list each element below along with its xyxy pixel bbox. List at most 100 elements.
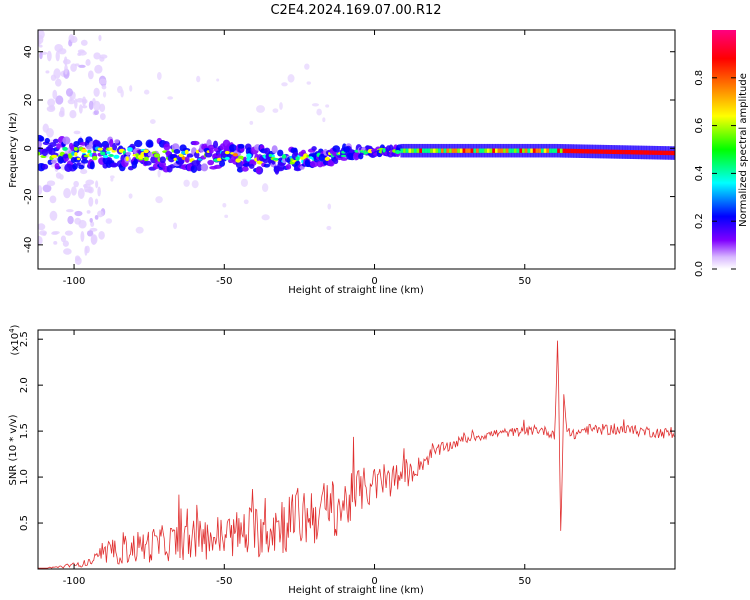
spectrogram-cell [554,148,558,153]
spectrogram-cell [163,143,171,151]
spectrogram-noise [99,78,107,85]
spectrogram-cell [271,154,275,158]
spectrogram-noise [316,108,322,116]
spectrogram-cell [340,154,347,158]
spectrogram-cell [208,147,214,154]
colorbar-label: Normalized spectral amplitude [738,73,749,227]
spectrogram-noise [167,96,174,100]
colorbar-tick-label: 0.8 [694,70,705,86]
spectrogram-noise [77,188,85,200]
spectrogram-cell [74,151,78,157]
spectrogram-cell [256,160,263,165]
spectrogram-cell [72,163,78,170]
spectrogram-cell [538,148,542,153]
spectrogram-cell [527,148,531,153]
spectrogram-noise [63,248,72,255]
spectrogram-cell [311,146,317,151]
spectrogram-noise [55,95,64,105]
spectrogram-cell [522,148,526,153]
spectrogram-cell [89,161,95,170]
spectrogram-cell [549,148,553,153]
colorbar-tick-label: 0.0 [694,261,705,277]
spectrogram-noise [261,183,269,193]
snr-ytick-label: 1.0 [19,469,30,485]
spectrogram-ytick-label: -40 [23,237,34,253]
spectrogram-cell [405,148,410,153]
spectrogram-noise [63,56,68,66]
spectrogram-noise [46,127,54,138]
spectrogram-cell [632,150,637,155]
spectrogram-cell [309,160,319,168]
spectrogram-cell [184,149,189,155]
spectrogram-cell [285,164,292,170]
spectrogram-noise [216,78,220,82]
spectrogram-noise [97,186,101,197]
spectrogram-noise [128,193,133,199]
spectrogram-cell [195,149,200,154]
spectrogram-noise [67,98,75,105]
chart-title: C2E4.2024.169.07.00.R12 [270,3,441,18]
spectrogram-panel: -100 -50 0 50 -40 -20 0 20 40 Height of straight… [8,29,676,296]
spectrogram-noise [49,195,57,204]
spectrogram-noise [256,105,266,113]
spectrogram-noise [47,98,56,107]
spectrogram-cell [38,151,41,156]
spectrogram-cell [39,136,45,142]
spectrogram-cell [440,148,445,153]
spectrogram-ytick-label: -20 [23,188,34,204]
spectrogram-cell [62,154,69,159]
spectrogram-cell [519,148,523,153]
spectrogram-cell [649,150,653,155]
spectrogram-cell [219,160,226,167]
spectrogram-cell [622,149,626,155]
spectrogram-cell [38,140,42,148]
spectrogram-noise [55,78,62,87]
spectrogram-cell [186,153,194,158]
spectrogram-cell [333,158,339,165]
spectrogram-cell [224,156,230,161]
spectrogram-cell [171,143,180,151]
spectrogram-cell [659,150,664,155]
spectrogram-noise [90,234,98,245]
spectrogram-noise [55,172,62,179]
spectrogram-cell [224,150,230,155]
spectrogram-cell [299,165,305,170]
spectrogram-cell [608,149,612,154]
spectrogram-noise [327,203,332,210]
spectrogram-cell [213,140,219,149]
spectrogram-cell [665,150,669,156]
spectrogram-noise [99,103,106,113]
colorbar-gradient [712,30,736,269]
spectrogram-cell [111,150,116,153]
spectrogram-cell [454,148,458,153]
spectrogram-cell [546,148,550,153]
spectrogram-cell [145,139,154,148]
spectrogram-noise [62,240,69,247]
spectrogram-cell [229,144,237,152]
spectrogram-cell [71,151,76,156]
snr-ylabel: SNR (10 * v/v) [8,414,19,485]
spectrogram-cell [673,150,675,156]
spectrogram-noise [281,82,288,87]
spectrogram-cell [459,148,464,153]
spectrogram-cell [173,148,181,154]
spectrogram-noise [224,214,229,218]
spectrogram-cell [630,150,634,155]
spectrogram-noise [326,225,332,231]
spectrogram-cell [178,153,184,158]
spectrogram-noise [110,177,114,182]
spectrogram-xtick-label: 0 [371,276,377,287]
spectrogram-noise [287,74,295,83]
spectrogram-noise [98,34,102,42]
spectrogram-noise [81,105,88,109]
spectrogram-cell [143,160,152,166]
spectrogram-cell [248,163,255,169]
spectrogram-marks [38,30,675,265]
spectrogram-noise [86,210,91,214]
spectrogram-noise [155,196,163,204]
spectrogram-cell [662,150,666,156]
spectrogram-noise [88,196,94,207]
spectrogram-noise [306,81,312,85]
spectrogram-cell [446,148,450,153]
spectrogram-noise [85,245,90,254]
